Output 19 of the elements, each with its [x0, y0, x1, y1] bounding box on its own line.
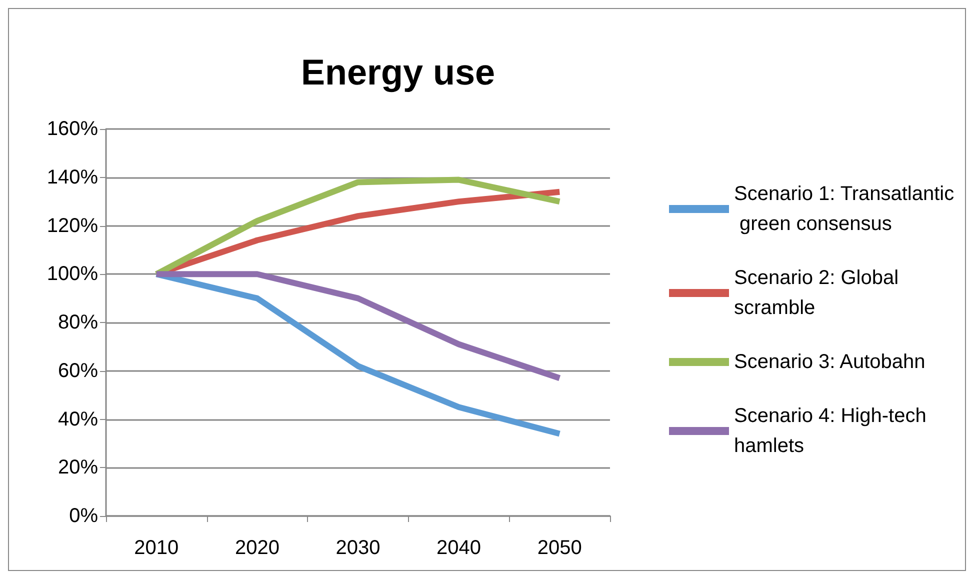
legend-label: Scenario 3: Autobahn	[734, 351, 926, 373]
y-tick-label: 80%	[58, 312, 98, 334]
y-tick-label: 160%	[46, 118, 98, 140]
y-tick-label: 60%	[58, 360, 98, 382]
x-tick-label: 2040	[436, 537, 482, 559]
y-tick-label: 100%	[46, 263, 98, 286]
legend-label: Scenario 1: Transatlantic green consensus	[734, 183, 954, 235]
x-tick-label: 2010	[134, 537, 179, 559]
legend-label: Scenario 4: High-tech hamlets	[734, 405, 932, 457]
legend-label: Scenario 2: Global scramble	[734, 267, 904, 319]
y-tick-label: 20%	[58, 456, 98, 479]
y-tick-label: 40%	[58, 408, 98, 430]
chart-title: Energy use	[300, 52, 496, 92]
x-tick-label: 2050	[537, 537, 582, 559]
y-tick-label: 140%	[46, 166, 98, 188]
y-tick-label: 0%	[69, 505, 98, 527]
x-tick-label: 2030	[336, 537, 380, 559]
y-tick-label: 120%	[46, 214, 98, 237]
x-tick-label: 2020	[234, 537, 280, 559]
